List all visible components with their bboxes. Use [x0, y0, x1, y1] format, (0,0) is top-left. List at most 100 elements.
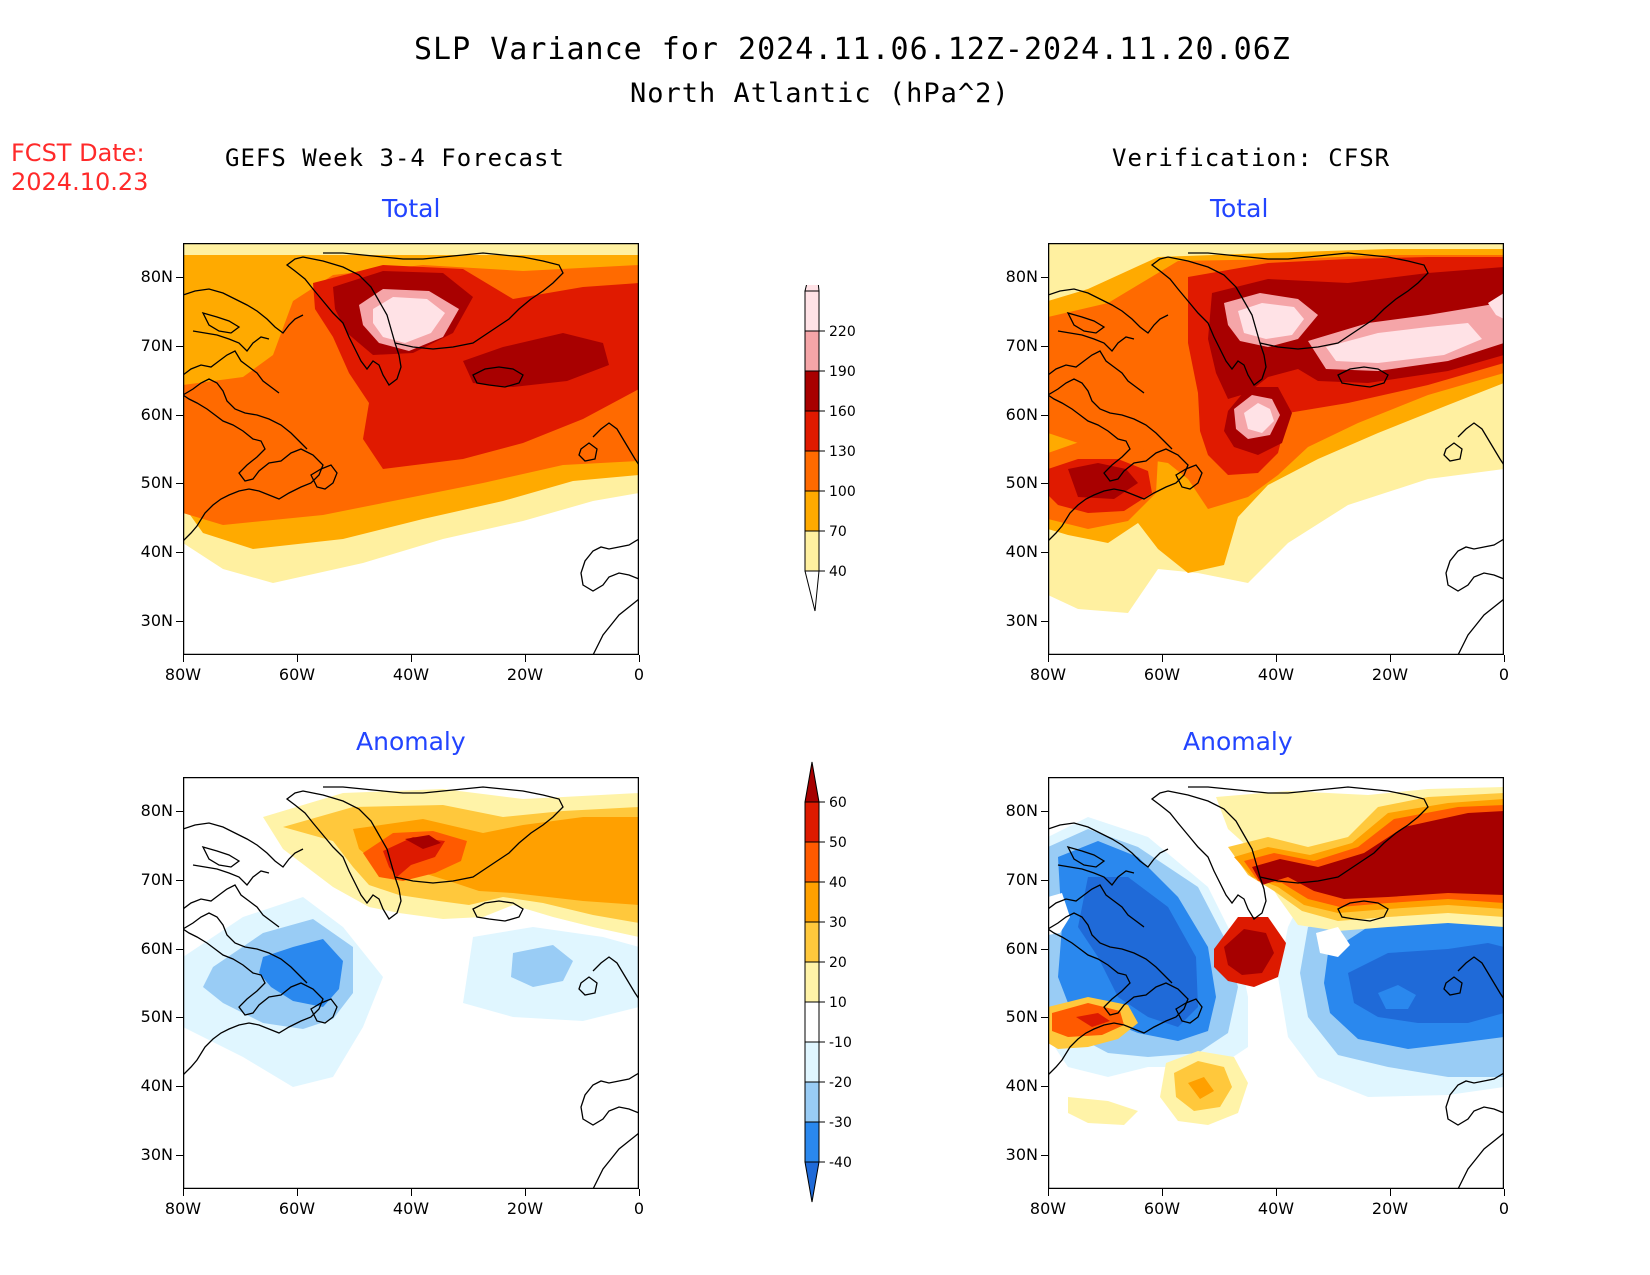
lat-tick-verification-total	[1041, 414, 1048, 416]
lon-label-verification-total: 20W	[1371, 665, 1409, 684]
lon-tick-forecast-total	[639, 655, 640, 662]
lat-tick-forecast-total	[176, 620, 183, 622]
lon-label-forecast-anomaly: 20W	[506, 1199, 544, 1218]
colorbar-anomaly-label: 10	[829, 995, 847, 1011]
colorbar-anomaly-box	[804, 961, 820, 1003]
colorbar-anomaly-low-arrow	[804, 1161, 820, 1203]
colorbar-anomaly-high-arrow	[804, 761, 820, 803]
lat-tick-verification-anomaly	[1041, 948, 1048, 950]
lat-tick-forecast-total	[176, 277, 183, 279]
colorbar-anomaly-label: -10	[829, 1035, 852, 1051]
colorbar-anomaly-box	[804, 921, 820, 963]
lat-label-forecast-total: 40N	[140, 542, 173, 561]
lon-label-verification-anomaly: 60W	[1143, 1199, 1181, 1218]
map-verification-anomaly	[1047, 776, 1505, 1190]
colorbar-anomaly: -40 -30 -20 -10 10 20 30 40 50 60	[804, 761, 852, 1203]
lat-label-verification-total: 70N	[1005, 336, 1038, 355]
column-title-forecast: GEFS Week 3-4 Forecast	[225, 144, 565, 172]
lat-tick-verification-total	[1041, 346, 1048, 347]
lat-tick-verification-total	[1041, 620, 1048, 622]
lat-label-verification-total: 80N	[1005, 267, 1038, 287]
lon-label-forecast-anomaly: 60W	[278, 1199, 316, 1218]
column-title-verification: Verification: CFSR	[1112, 144, 1391, 172]
lon-tick-verification-anomaly	[1162, 1189, 1163, 1196]
colorbar-total-box	[804, 370, 820, 412]
lat-tick-forecast-anomaly	[176, 948, 183, 950]
lon-label-forecast-anomaly: 80W	[164, 1199, 202, 1218]
lon-tick-verification-anomaly	[1390, 1189, 1391, 1196]
lat-tick-verification-anomaly	[1041, 880, 1048, 881]
lon-label-forecast-total: 80W	[164, 665, 202, 684]
lat-tick-verification-total	[1041, 483, 1048, 485]
lat-label-verification-total: 40N	[1005, 542, 1038, 561]
lat-label-verification-total: 60N	[1005, 404, 1038, 424]
lat-tick-verification-total	[1041, 552, 1048, 553]
lat-label-verification-total: 50N	[1005, 473, 1038, 493]
colorbar-total-box	[804, 490, 820, 532]
lon-label-verification-anomaly: 0	[1498, 1199, 1510, 1218]
panel-title-forecast-anomaly: Anomaly	[356, 727, 466, 756]
lon-tick-forecast-total	[297, 655, 298, 662]
lon-tick-forecast-anomaly	[411, 1189, 412, 1196]
colorbar-total-high-arrow	[804, 285, 820, 292]
lat-tick-forecast-total	[176, 552, 183, 553]
colorbar-total-label: 40	[829, 564, 847, 580]
lon-label-forecast-total: 60W	[278, 665, 316, 684]
lat-tick-verification-anomaly	[1041, 1017, 1048, 1019]
map-forecast-anomaly	[182, 776, 640, 1190]
panel-title-verification-total: Total	[1210, 194, 1269, 223]
lon-tick-forecast-anomaly	[183, 1189, 184, 1196]
lon-label-forecast-total: 0	[633, 665, 645, 684]
colorbar-total-low-arrow	[804, 570, 820, 612]
colorbar-total-box	[804, 450, 820, 492]
lon-tick-forecast-total	[411, 655, 412, 662]
lon-label-forecast-total: 40W	[392, 665, 430, 684]
lat-tick-forecast-total	[176, 483, 183, 485]
lat-tick-verification-anomaly	[1041, 1154, 1048, 1156]
colorbar-total-label: 160	[829, 404, 856, 420]
lat-tick-forecast-anomaly	[176, 811, 183, 813]
figure-title: SLP Variance for 2024.11.06.12Z-2024.11.…	[414, 32, 1291, 67]
lon-tick-verification-anomaly	[1048, 1189, 1049, 1196]
lat-label-verification-anomaly: 30N	[1005, 1144, 1038, 1164]
lat-tick-verification-total	[1041, 277, 1048, 279]
lat-label-verification-anomaly: 50N	[1005, 1007, 1038, 1027]
colorbar-total-label: 190	[829, 364, 856, 380]
colorbar-total-box	[804, 530, 820, 572]
map-forecast-total	[182, 242, 640, 656]
fcst-date-value: 2024.10.23	[11, 168, 149, 196]
lat-label-forecast-total: 30N	[140, 610, 173, 630]
lat-tick-forecast-anomaly	[176, 1017, 183, 1019]
lat-label-verification-anomaly: 70N	[1005, 870, 1038, 889]
colorbar-anomaly-box	[804, 881, 820, 923]
lat-label-verification-anomaly: 40N	[1005, 1076, 1038, 1095]
lon-tick-forecast-total	[183, 655, 184, 662]
colorbar-anomaly-box	[804, 1081, 820, 1123]
lat-label-forecast-total: 50N	[140, 473, 173, 493]
lon-tick-verification-total	[1276, 655, 1277, 662]
colorbar-total-label: 220	[829, 324, 856, 340]
colorbar-total-box	[804, 410, 820, 452]
lat-tick-forecast-anomaly	[176, 1154, 183, 1156]
colorbar-total-box	[804, 330, 820, 372]
figure-subtitle: North Atlantic (hPa^2)	[630, 78, 1010, 109]
lon-label-forecast-anomaly: 0	[633, 1199, 645, 1218]
lat-tick-forecast-anomaly	[176, 1086, 183, 1087]
lat-label-verification-anomaly: 60N	[1005, 938, 1038, 958]
lon-tick-verification-total	[1162, 655, 1163, 662]
lat-label-forecast-anomaly: 30N	[140, 1144, 173, 1164]
colorbar-anomaly-label: -40	[829, 1155, 852, 1171]
lon-tick-verification-total	[1048, 655, 1049, 662]
colorbar-anomaly-label: 40	[829, 875, 847, 891]
colorbar-total-label: 70	[829, 524, 847, 540]
lon-label-verification-total: 80W	[1029, 665, 1067, 684]
panel-title-forecast-total: Total	[382, 194, 441, 223]
lat-tick-verification-anomaly	[1041, 811, 1048, 813]
lon-label-verification-total: 0	[1498, 665, 1510, 684]
colorbar-anomaly-box	[804, 841, 820, 883]
lon-label-verification-total: 60W	[1143, 665, 1181, 684]
lon-label-forecast-total: 20W	[506, 665, 544, 684]
lat-tick-verification-anomaly	[1041, 1086, 1048, 1087]
lon-tick-verification-total	[1390, 655, 1391, 662]
lat-label-verification-anomaly: 80N	[1005, 801, 1038, 821]
